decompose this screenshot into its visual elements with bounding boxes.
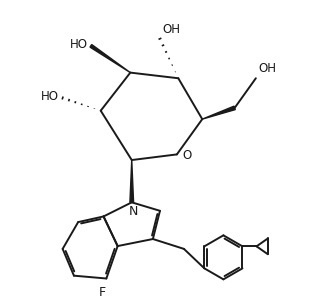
Text: O: O: [182, 149, 191, 162]
Text: HO: HO: [69, 38, 88, 51]
Polygon shape: [90, 45, 130, 73]
Text: OH: OH: [163, 23, 181, 36]
Polygon shape: [130, 160, 134, 202]
Text: OH: OH: [259, 62, 277, 75]
Text: HO: HO: [41, 90, 59, 103]
Text: F: F: [99, 286, 106, 299]
Polygon shape: [202, 106, 235, 119]
Text: N: N: [129, 205, 138, 218]
